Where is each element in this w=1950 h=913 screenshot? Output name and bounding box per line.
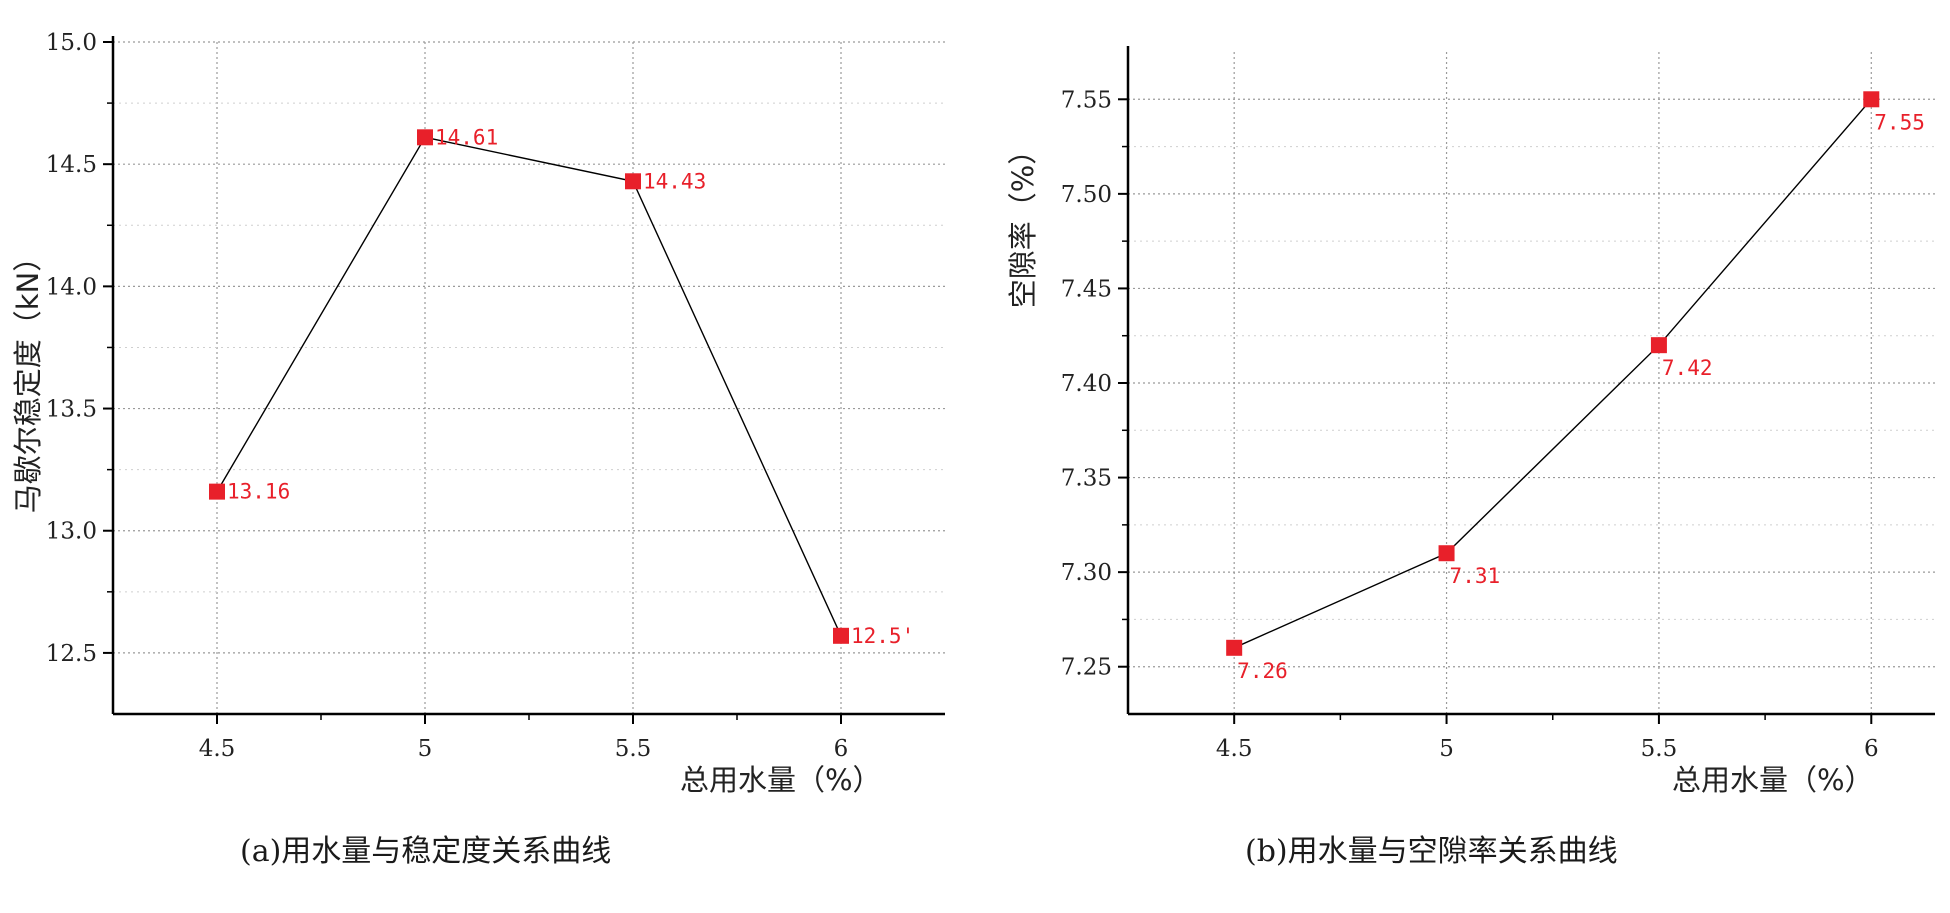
data-point-marker (1226, 639, 1243, 656)
y-tick-label: 15.0 (46, 30, 97, 56)
data-label: 7.55 (1874, 110, 1925, 134)
x-tick-label: 4.5 (1216, 736, 1253, 762)
y-tick-label: 7.50 (1061, 182, 1112, 208)
y-axis-title: 空隙率（%） (1006, 136, 1040, 309)
data-point-marker (1650, 337, 1667, 354)
x-axis-title: 总用水量（%） (1672, 763, 1874, 797)
data-label: 14.43 (643, 169, 706, 193)
series-line (216, 136, 842, 637)
y-tick-label: 7.40 (1061, 371, 1112, 397)
x-tick-label: 5 (418, 736, 433, 762)
caption-b: (b)用水量与空隙率关系曲线 (1245, 834, 1618, 869)
series-line (1233, 98, 1872, 649)
data-label: 7.31 (1450, 564, 1501, 588)
y-tick-label: 12.5 (46, 641, 97, 667)
data-point-marker (1438, 545, 1455, 562)
data-label: 7.26 (1237, 659, 1288, 683)
y-tick-label: 14.0 (46, 274, 97, 300)
y-tick-label: 7.35 (1061, 466, 1112, 492)
data-point-marker (625, 173, 641, 190)
y-axis-title: 马歇尔稳定度（kN） (11, 243, 45, 514)
data-label: 7.42 (1662, 356, 1713, 380)
data-point-marker (417, 129, 433, 146)
x-tick-label: 5.5 (1641, 736, 1678, 762)
data-label: 13.16 (227, 480, 290, 504)
chart-b: 7.25 7.30 7.35 7.40 7.45 7.50 7.55 4.5 5 5.5 6总用水量… (1006, 46, 1935, 797)
x-tick-label: 5 (1439, 736, 1454, 762)
y-tick-label: 7.30 (1061, 560, 1112, 586)
y-tick-label: 13.0 (46, 519, 97, 545)
data-point-marker (209, 483, 225, 500)
y-tick-label: 14.5 (46, 152, 97, 178)
x-tick-label: 5.5 (615, 736, 652, 762)
y-tick-label: 7.45 (1061, 276, 1112, 302)
caption-a: (a)用水量与稳定度关系曲线 (240, 834, 612, 869)
x-tick-label: 4.5 (199, 736, 236, 762)
x-tick-label: 6 (1864, 736, 1879, 762)
data-point-marker (833, 627, 849, 644)
data-label: 14.61 (435, 125, 498, 149)
x-tick-label: 6 (834, 736, 849, 762)
data-point-marker (1863, 91, 1880, 108)
y-tick-label: 7.55 (1061, 87, 1112, 113)
y-tick-label: 13.5 (46, 397, 97, 423)
y-tick-label: 7.25 (1061, 655, 1112, 681)
x-axis-title: 总用水量（%） (680, 763, 882, 797)
data-label: 12.5' (851, 624, 914, 648)
